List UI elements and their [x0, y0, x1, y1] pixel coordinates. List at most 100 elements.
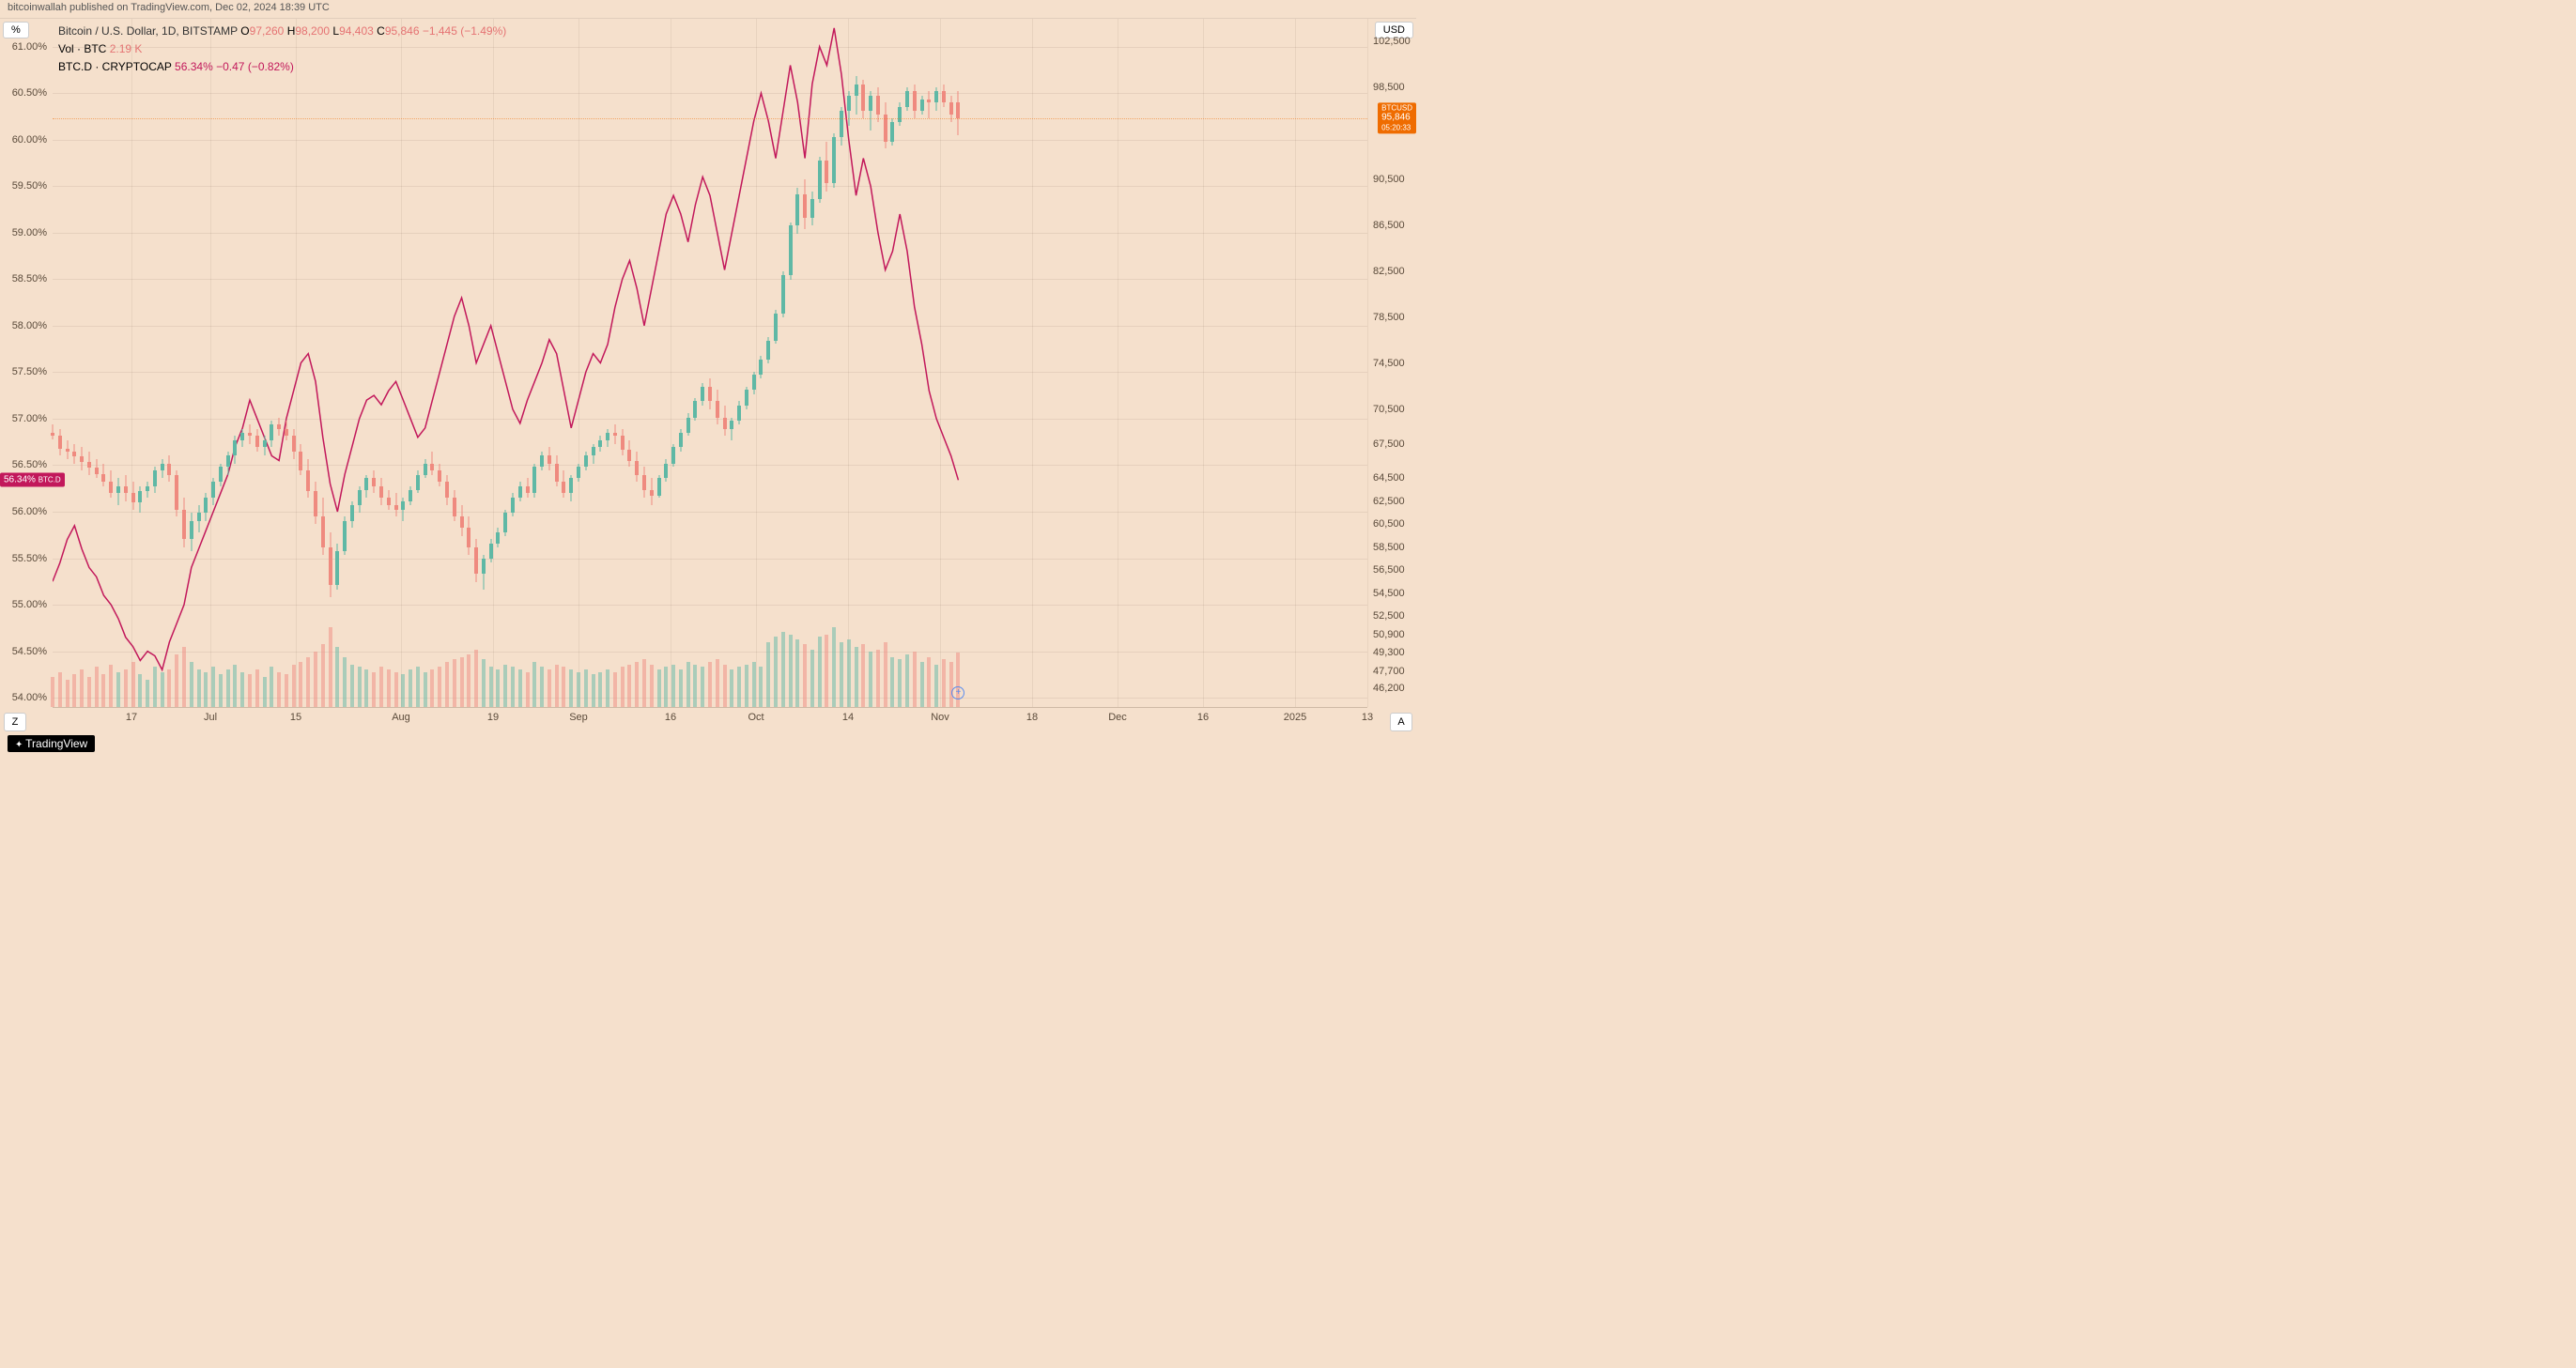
volume-bar [409, 669, 412, 707]
left-tick-label: 57.00% [12, 413, 47, 424]
volume-bar [285, 674, 288, 707]
volume-bar [438, 667, 441, 707]
candle-body [394, 505, 398, 510]
candle-body [825, 161, 828, 183]
candle-body [197, 513, 201, 521]
volume-bar [489, 667, 493, 707]
left-tick-label: 57.50% [12, 366, 47, 377]
x-tick-label: 18 [1026, 712, 1038, 723]
candle-body [876, 96, 880, 115]
left-tick-label: 58.00% [12, 320, 47, 331]
x-tick-label: Sep [569, 712, 588, 723]
candle-body [818, 161, 822, 200]
v-gridline [578, 19, 579, 707]
left-tick-label: 59.50% [12, 180, 47, 192]
volume-bar [138, 674, 142, 707]
tradingview-logo[interactable]: ✦ TradingView [8, 735, 95, 752]
candle-body [664, 464, 668, 479]
candle-body [101, 474, 105, 483]
candle-body [555, 464, 559, 483]
volume-bar [299, 662, 302, 707]
candle-body [299, 452, 302, 470]
candle-body [627, 450, 631, 461]
h-gridline [53, 326, 1367, 327]
volume-bar [913, 652, 917, 707]
volume-bar [329, 627, 332, 707]
right-tick-label: 98,500 [1373, 82, 1405, 93]
volume-bar [789, 635, 793, 707]
volume-bar [321, 644, 325, 707]
volume-bar [876, 650, 880, 707]
volume-bar [818, 637, 822, 707]
x-tick-label: Dec [1108, 712, 1127, 723]
h-gridline [53, 512, 1367, 513]
volume-bar [708, 662, 712, 707]
left-tick-label: 56.00% [12, 506, 47, 517]
candle-body [430, 464, 434, 470]
right-tick-label: 82,500 [1373, 266, 1405, 277]
candle-body [387, 498, 391, 504]
candle-body [364, 478, 368, 489]
h-gridline [53, 93, 1367, 94]
volume-bar [219, 674, 223, 707]
candle-body [781, 275, 785, 315]
x-tick-label: 15 [290, 712, 301, 723]
auto-scale-button[interactable]: A [1390, 713, 1412, 731]
volume-bar [204, 672, 208, 707]
volume-bar [540, 667, 544, 707]
volume-bar [905, 654, 909, 707]
x-tick-label: 19 [487, 712, 499, 723]
volume-bar [942, 659, 946, 707]
volume-bar [358, 667, 362, 707]
volume-bar [635, 662, 639, 707]
volume-bar [927, 657, 931, 707]
volume-bar [161, 672, 164, 707]
left-tick-label: 58.50% [12, 273, 47, 284]
candle-body [577, 467, 580, 478]
right-tick-label: 50,900 [1373, 629, 1405, 640]
right-tick-label: 58,500 [1373, 542, 1405, 553]
candle-body [321, 516, 325, 547]
candle-body [255, 436, 259, 447]
volume-bar [255, 669, 259, 707]
candle-body [671, 447, 675, 463]
zoom-out-button[interactable]: Z [4, 713, 26, 731]
candle-body [716, 401, 719, 417]
volume-bar [401, 674, 405, 707]
v-gridline [756, 19, 757, 707]
right-tick-label: 46,200 [1373, 683, 1405, 694]
volume-bar [153, 667, 157, 707]
h-gridline [53, 47, 1367, 48]
candle-body [613, 433, 617, 437]
left-y-axis[interactable]: 54.00%54.50%55.00%55.50%56.00%56.50%57.0… [0, 19, 53, 707]
candle-body [795, 194, 799, 225]
volume-bar [840, 642, 843, 707]
candle-body [109, 482, 113, 493]
x-axis[interactable]: 17Jul15Aug19Sep16Oct14Nov18Dec16202513 [53, 707, 1367, 733]
volume-bar [511, 667, 515, 707]
plot-area[interactable]: BTCUSD95,84605:20:3356.34% BTC.D+ [53, 19, 1367, 707]
volume-bar [190, 662, 193, 707]
right-tick-label: 78,500 [1373, 312, 1405, 323]
last-bar-marker[interactable]: + [951, 686, 964, 699]
right-tick-label: 52,500 [1373, 610, 1405, 622]
right-tick-label: 56,500 [1373, 564, 1405, 576]
candle-body [642, 475, 646, 490]
x-tick-label: Aug [392, 712, 410, 723]
volume-bar [394, 672, 398, 707]
candle-body [592, 447, 595, 455]
volume-bar [613, 672, 617, 707]
candle-body [240, 433, 244, 441]
volume-bar [686, 662, 690, 707]
candle-body [532, 467, 536, 493]
candle-body [146, 486, 149, 491]
left-tick-label: 55.00% [12, 599, 47, 610]
volume-bar [58, 672, 62, 707]
candle-body [774, 314, 778, 340]
candle-body [847, 96, 851, 111]
price-badge-symbol: BTCUSD [1381, 103, 1412, 113]
candle-body [956, 102, 960, 118]
candle-body [95, 468, 99, 473]
volume-bar [372, 672, 376, 707]
volume-bar [920, 662, 924, 707]
